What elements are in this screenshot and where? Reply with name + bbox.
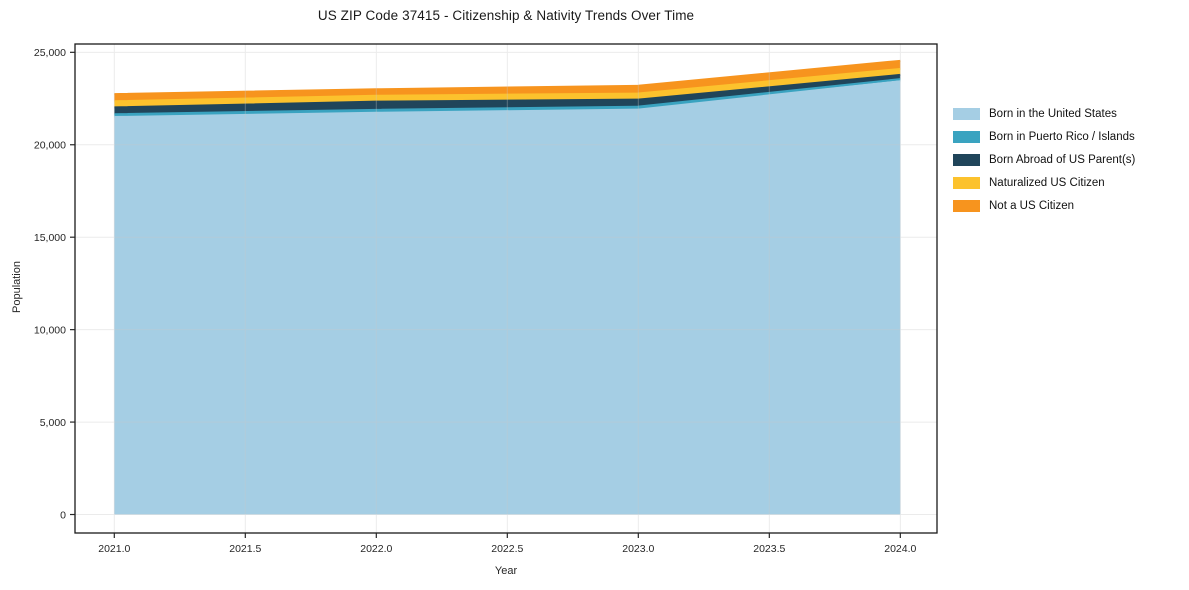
y-tick-label: 10,000 [34, 324, 66, 336]
legend-item: Born Abroad of US Parent(s) [953, 148, 1135, 171]
legend-item: Not a US Citizen [953, 194, 1135, 217]
y-tick-label: 20,000 [34, 140, 66, 152]
x-tick-label: 2022.0 [360, 543, 392, 555]
x-tick-label: 2023.5 [753, 543, 785, 555]
legend-swatch [953, 130, 980, 143]
gridlines [75, 44, 937, 533]
x-tick-label: 2021.5 [229, 543, 261, 555]
area-layer [114, 81, 901, 515]
legend-label: Born Abroad of US Parent(s) [989, 153, 1136, 166]
area-boundary-line [114, 73, 901, 109]
legend-swatch [953, 176, 980, 189]
legend-item: Born in the United States [953, 102, 1135, 125]
area-layers [114, 59, 901, 515]
legend-swatch [953, 153, 980, 166]
legend-label: Naturalized US Citizen [989, 176, 1105, 189]
legend-label: Not a US Citizen [989, 199, 1075, 212]
y-tick-label: 5,000 [40, 417, 66, 429]
area-boundary-line [114, 78, 901, 116]
y-tick-label: 25,000 [34, 47, 66, 59]
x-tick-label: 2023.0 [622, 543, 654, 555]
chart-title: US ZIP Code 37415 - Citizenship & Nativi… [317, 8, 695, 23]
area-boundary-line [114, 59, 901, 96]
y-axis-title: Population [11, 261, 23, 313]
tick-marks [70, 51, 901, 538]
y-tick-label: 0 [60, 509, 66, 521]
legend-item: Naturalized US Citizen [953, 171, 1135, 194]
x-tick-label: 2021.0 [98, 543, 130, 555]
x-axis-title: Year [494, 565, 518, 577]
legend-item: Born in Puerto Rico / Islands [953, 125, 1135, 148]
area-boundary-line [114, 80, 901, 119]
area-layer [114, 74, 901, 115]
x-tick-label: 2022.5 [491, 543, 523, 555]
legend-swatch [953, 199, 980, 212]
y-tick-label: 15,000 [34, 232, 66, 244]
legend-swatch [953, 107, 980, 120]
legend-label: Born in Puerto Rico / Islands [989, 130, 1135, 143]
plot-border [74, 43, 938, 534]
legend-label: Born in the United States [989, 107, 1117, 120]
legend: Born in the United States Born in Puerto … [953, 102, 1135, 217]
x-tick-label: 2024.0 [884, 543, 916, 555]
area-boundary-line [114, 67, 901, 103]
